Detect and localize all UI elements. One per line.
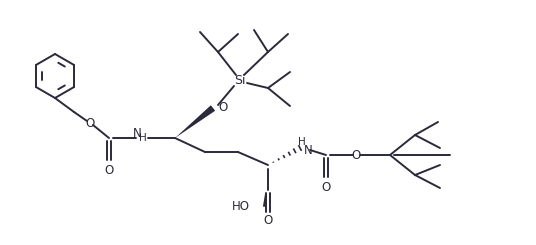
Text: O: O <box>322 181 331 194</box>
Text: H: H <box>298 137 306 147</box>
Text: Si: Si <box>234 74 245 86</box>
Text: O: O <box>218 100 227 113</box>
Text: N: N <box>132 126 142 139</box>
Text: H: H <box>139 133 147 143</box>
Text: O: O <box>85 117 95 130</box>
Polygon shape <box>175 105 215 138</box>
Text: O: O <box>352 148 361 161</box>
Text: N: N <box>303 144 312 157</box>
Text: O: O <box>105 163 114 176</box>
Text: HO: HO <box>232 199 250 212</box>
Text: O: O <box>263 213 273 226</box>
